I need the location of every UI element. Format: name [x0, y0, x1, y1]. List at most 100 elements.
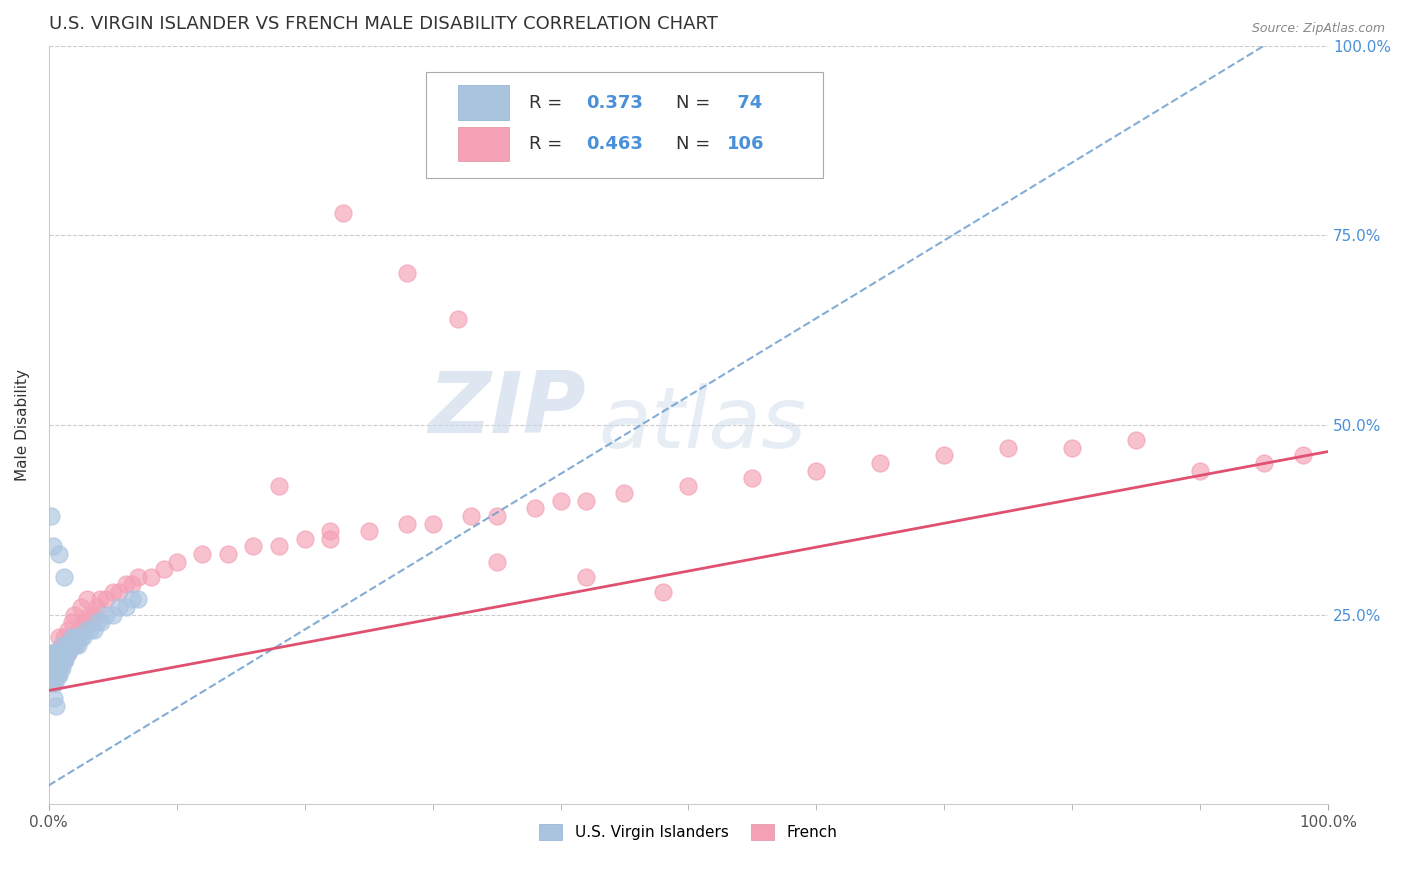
Text: 106: 106 [727, 136, 765, 153]
Point [294, 532, 316, 546]
Point [39, 661, 62, 675]
Point [46, 653, 69, 667]
Point [49, 661, 72, 675]
Point [44, 661, 66, 675]
Text: 0.463: 0.463 [586, 136, 643, 153]
Point [67, 638, 90, 652]
Point [127, 592, 149, 607]
Point [53, 653, 76, 667]
Point [575, 493, 598, 508]
Point [42, 661, 65, 675]
Point [242, 540, 264, 554]
FancyBboxPatch shape [458, 86, 509, 120]
Point [96, 607, 118, 622]
Point [51, 638, 73, 652]
Point [267, 478, 290, 492]
Point [55, 638, 77, 652]
FancyBboxPatch shape [426, 72, 823, 178]
Point [45, 646, 67, 660]
Text: ZIP: ZIP [429, 368, 586, 451]
Point [51, 646, 73, 660]
Point [651, 585, 673, 599]
Point [53, 646, 76, 660]
Point [108, 585, 131, 599]
Point [46, 661, 69, 675]
Point [89, 592, 111, 607]
Point [52, 653, 75, 667]
Point [45, 653, 67, 667]
Point [62, 638, 84, 652]
Point [79, 623, 101, 637]
Point [41, 668, 63, 682]
Point [52, 646, 75, 660]
Point [44, 646, 66, 660]
Point [485, 509, 508, 524]
Point [395, 266, 418, 280]
Point [48, 547, 70, 561]
Point [46, 668, 69, 682]
Point [678, 478, 700, 492]
Point [69, 631, 91, 645]
Point [101, 585, 124, 599]
Point [39, 646, 62, 660]
Point [76, 592, 98, 607]
Point [66, 631, 89, 645]
Point [741, 471, 763, 485]
Point [108, 600, 131, 615]
Point [69, 623, 91, 637]
Point [63, 631, 86, 645]
Point [44, 661, 66, 675]
Point [48, 668, 70, 682]
Point [42, 668, 65, 682]
Point [56, 623, 79, 637]
Point [42, 653, 65, 667]
Point [39, 668, 62, 682]
Point [48, 646, 70, 660]
Point [267, 540, 290, 554]
Text: R =: R = [529, 94, 568, 112]
Point [72, 631, 94, 645]
Point [48, 653, 70, 667]
Point [217, 547, 239, 561]
Point [65, 631, 87, 645]
Point [67, 623, 90, 637]
Point [121, 577, 143, 591]
FancyBboxPatch shape [458, 128, 509, 161]
Point [52, 646, 75, 660]
Point [41, 646, 63, 660]
Point [1189, 463, 1212, 477]
Point [101, 607, 124, 622]
Point [45, 668, 67, 682]
Point [332, 205, 354, 219]
Point [319, 524, 342, 539]
Point [319, 532, 342, 546]
Point [42, 668, 65, 682]
Point [55, 646, 77, 660]
Point [69, 623, 91, 637]
Point [46, 661, 69, 675]
Point [79, 607, 101, 622]
Point [41, 646, 63, 660]
Point [42, 653, 65, 667]
Point [45, 661, 67, 675]
Point [42, 646, 65, 660]
Point [127, 570, 149, 584]
Point [357, 524, 380, 539]
Point [55, 646, 77, 660]
Point [58, 638, 80, 652]
Point [45, 661, 67, 675]
Point [55, 638, 77, 652]
Point [96, 592, 118, 607]
Point [90, 615, 112, 630]
Point [41, 661, 63, 675]
Point [166, 555, 188, 569]
Point [45, 661, 67, 675]
Point [39, 668, 62, 682]
Point [153, 562, 176, 576]
Point [51, 653, 73, 667]
Point [42, 653, 65, 667]
Point [69, 600, 91, 615]
Point [60, 631, 83, 645]
Point [86, 615, 108, 630]
Point [56, 646, 79, 660]
